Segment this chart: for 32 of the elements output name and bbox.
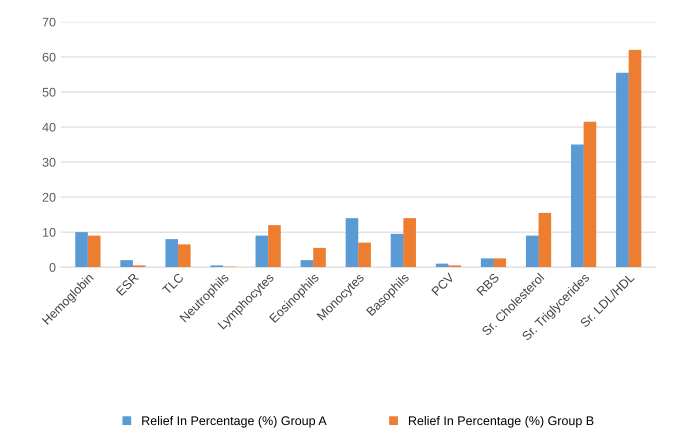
bar bbox=[628, 50, 642, 268]
bar bbox=[538, 212, 552, 268]
bar bbox=[300, 260, 314, 268]
bar bbox=[403, 218, 416, 268]
y-tick-label: 0 bbox=[50, 262, 56, 272]
bar bbox=[390, 234, 404, 268]
y-tick-label: 40 bbox=[42, 122, 56, 132]
legend-label: Relief In Percentage (%) Group B bbox=[408, 416, 594, 428]
y-tick-label: 30 bbox=[42, 158, 56, 167]
y-tick-label: 20 bbox=[42, 192, 56, 202]
bar bbox=[584, 122, 596, 268]
bar bbox=[346, 218, 358, 268]
bar bbox=[120, 260, 133, 268]
bar bbox=[436, 264, 448, 268]
bar bbox=[256, 236, 268, 268]
bar bbox=[178, 244, 191, 268]
bar bbox=[616, 72, 629, 268]
legend-label: Relief In Percentage (%) Group A bbox=[142, 416, 327, 428]
bar bbox=[526, 236, 539, 268]
bar bbox=[493, 258, 506, 268]
y-tick-label: 50 bbox=[42, 88, 56, 97]
bar bbox=[480, 258, 494, 268]
bar bbox=[313, 248, 326, 268]
y-tick-label: 70 bbox=[42, 18, 56, 27]
bar bbox=[88, 236, 100, 268]
bar bbox=[570, 144, 584, 268]
bar bbox=[75, 232, 88, 268]
bar bbox=[358, 242, 371, 268]
y-tick-label: 60 bbox=[42, 52, 56, 62]
bar bbox=[165, 239, 178, 268]
y-tick-label: 10 bbox=[43, 228, 56, 237]
bar bbox=[268, 225, 281, 268]
